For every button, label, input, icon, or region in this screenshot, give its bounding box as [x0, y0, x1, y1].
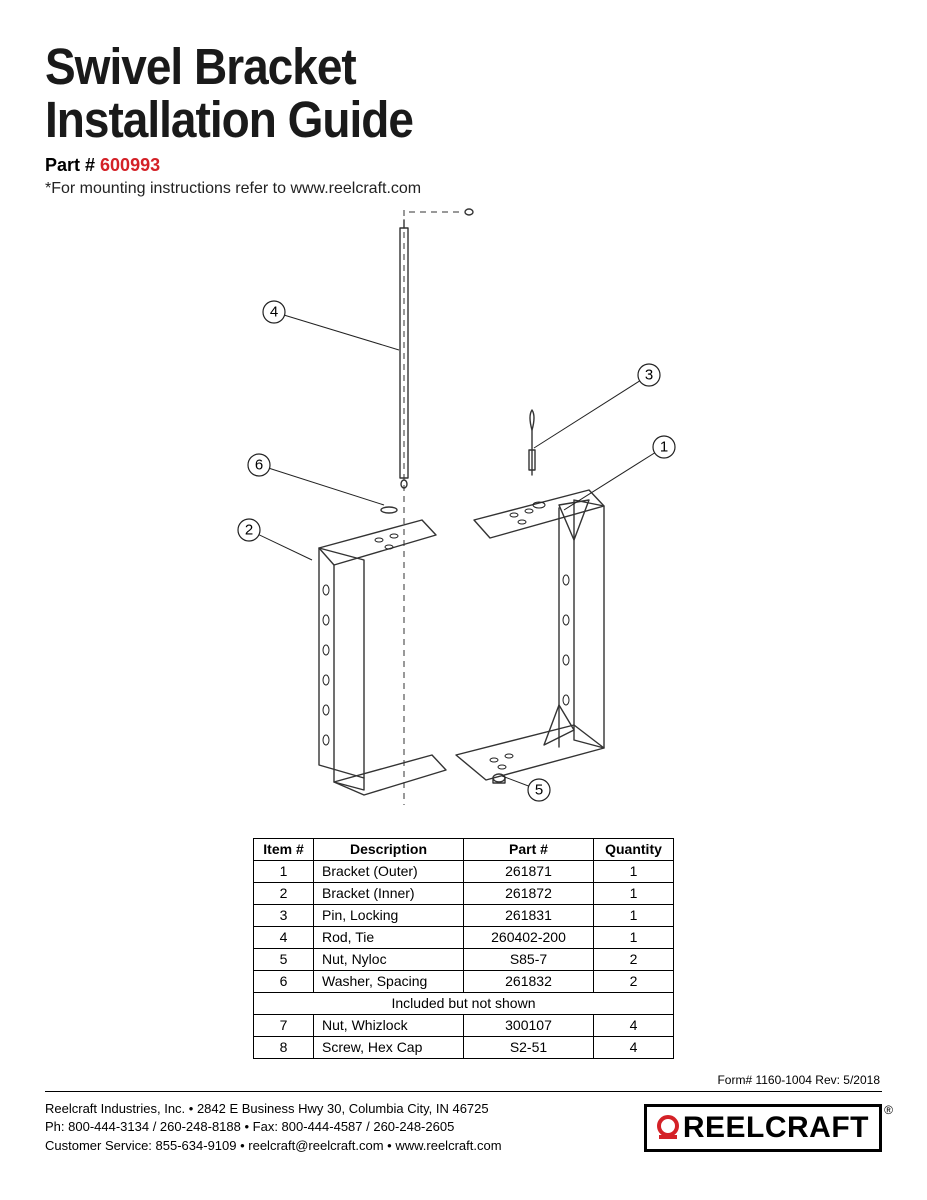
cell-quantity: 2 — [594, 970, 674, 992]
table-row: 1Bracket (Outer)2618711 — [254, 860, 674, 882]
part-washer-spacing — [381, 507, 397, 513]
cell-part: 261872 — [464, 882, 594, 904]
cell-part: 261831 — [464, 904, 594, 926]
cell-description: Rod, Tie — [314, 926, 464, 948]
cell-item: 5 — [254, 948, 314, 970]
part-bracket-inner — [319, 520, 446, 795]
table-row: 4Rod, Tie260402-2001 — [254, 926, 674, 948]
cell-quantity: 2 — [594, 948, 674, 970]
footer-contact: Reelcraft Industries, Inc. • 2842 E Busi… — [45, 1100, 502, 1157]
title-line2: Installation Guide — [45, 91, 413, 148]
page-footer: Reelcraft Industries, Inc. • 2842 E Busi… — [45, 1100, 882, 1177]
title-line1: Swivel Bracket — [45, 38, 356, 95]
part-nut-nyloc — [493, 774, 505, 783]
cell-item: 4 — [254, 926, 314, 948]
cell-part: 260402-200 — [464, 926, 594, 948]
cell-quantity: 1 — [594, 882, 674, 904]
cell-description: Pin, Locking — [314, 904, 464, 926]
cell-part: S85-7 — [464, 948, 594, 970]
cell-item: 7 — [254, 1014, 314, 1036]
parts-table: Item # Description Part # Quantity 1Brac… — [253, 838, 674, 1059]
cell-description: Washer, Spacing — [314, 970, 464, 992]
cell-description: Nut, Nyloc — [314, 948, 464, 970]
table-row: 5Nut, NylocS85-72 — [254, 948, 674, 970]
col-quantity: Quantity — [594, 838, 674, 860]
cell-part: 261871 — [464, 860, 594, 882]
registered-mark: ® — [884, 1103, 893, 1117]
cell-quantity: 4 — [594, 1014, 674, 1036]
part-pin-locking — [529, 410, 535, 475]
cell-part: 261832 — [464, 970, 594, 992]
footer-line1: Reelcraft Industries, Inc. • 2842 E Busi… — [45, 1100, 502, 1119]
callout-label-5: 5 — [534, 781, 542, 798]
cell-quantity: 4 — [594, 1036, 674, 1058]
cell-item: 8 — [254, 1036, 314, 1058]
cell-description: Nut, Whizlock — [314, 1014, 464, 1036]
cell-item: 2 — [254, 882, 314, 904]
callout-label-2: 2 — [244, 521, 252, 538]
col-item: Item # — [254, 838, 314, 860]
cell-quantity: 1 — [594, 904, 674, 926]
reelcraft-logo-icon — [653, 1113, 683, 1143]
reelcraft-logo-text: REELCRAFT — [683, 1111, 869, 1145]
table-row: 3Pin, Locking2618311 — [254, 904, 674, 926]
table-row: 8Screw, Hex CapS2-514 — [254, 1036, 674, 1058]
table-header-row: Item # Description Part # Quantity — [254, 838, 674, 860]
footer-line2: Ph: 800-444-3134 / 260-248-8188 • Fax: 8… — [45, 1118, 502, 1137]
cell-part: S2-51 — [464, 1036, 594, 1058]
cell-item: 6 — [254, 970, 314, 992]
callout-label-3: 3 — [644, 366, 652, 383]
cell-item: 3 — [254, 904, 314, 926]
col-part: Part # — [464, 838, 594, 860]
callout-label-4: 4 — [269, 303, 277, 320]
footer-line3: Customer Service: 855-634-9109 • reelcra… — [45, 1137, 502, 1156]
footer-rule — [45, 1091, 882, 1092]
part-label: Part # — [45, 155, 100, 175]
callout-label-6: 6 — [254, 456, 262, 473]
part-number-line: Part # 600993 — [45, 155, 882, 176]
callout-label-1: 1 — [659, 438, 667, 455]
reelcraft-logo: REELCRAFT ® — [644, 1104, 882, 1152]
form-revision: Form# 1160-1004 Rev: 5/2018 — [45, 1073, 882, 1087]
section-label: Included but not shown — [254, 992, 674, 1014]
table-row: 2Bracket (Inner)2618721 — [254, 882, 674, 904]
cell-part: 300107 — [464, 1014, 594, 1036]
table-row: 6Washer, Spacing2618322 — [254, 970, 674, 992]
cell-description: Bracket (Inner) — [314, 882, 464, 904]
cell-description: Bracket (Outer) — [314, 860, 464, 882]
mounting-note: *For mounting instructions refer to www.… — [45, 180, 882, 198]
cell-quantity: 1 — [594, 926, 674, 948]
cell-item: 1 — [254, 860, 314, 882]
cell-description: Screw, Hex Cap — [314, 1036, 464, 1058]
part-bracket-outer — [456, 490, 604, 780]
table-row: 7Nut, Whizlock3001074 — [254, 1014, 674, 1036]
exploded-diagram: 1 2 3 4 5 6 — [45, 200, 882, 830]
cell-quantity: 1 — [594, 860, 674, 882]
part-number: 600993 — [100, 155, 160, 175]
page-title: Swivel Bracket Installation Guide — [45, 40, 882, 146]
col-description: Description — [314, 838, 464, 860]
table-section-row: Included but not shown — [254, 992, 674, 1014]
